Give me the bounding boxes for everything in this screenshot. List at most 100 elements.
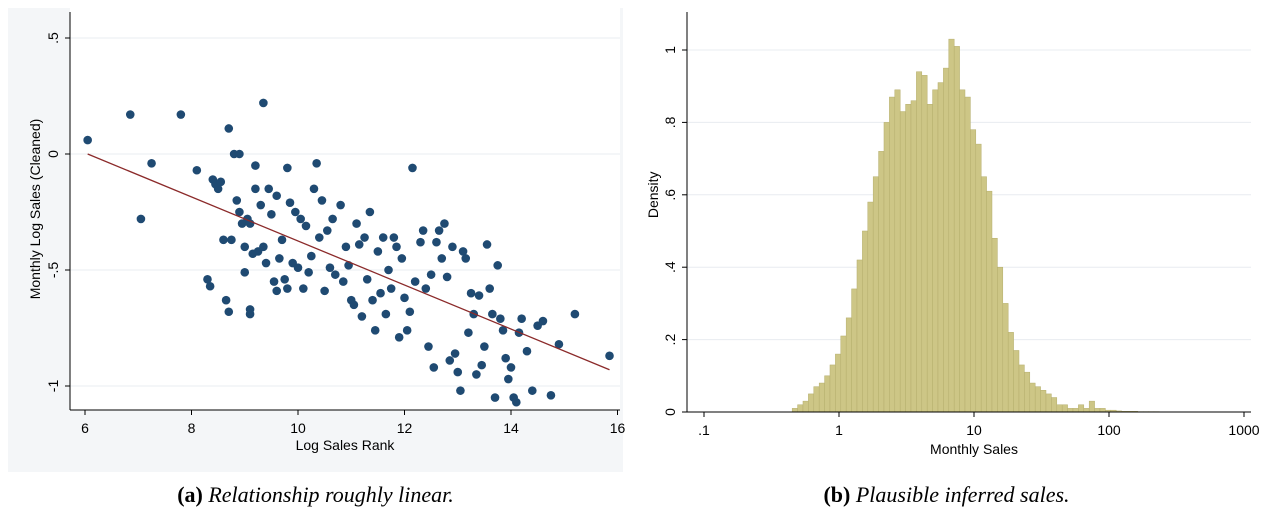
histogram-bar — [802, 400, 809, 413]
histogram-bar — [851, 288, 858, 413]
data-point — [275, 254, 284, 263]
data-point — [338, 277, 348, 286]
data-point — [376, 288, 385, 298]
data-point — [283, 163, 292, 173]
histogram-bar — [959, 89, 966, 413]
histogram-bar — [1072, 408, 1079, 413]
data-point — [349, 300, 359, 310]
data-point — [490, 393, 500, 402]
data-point — [528, 386, 537, 395]
histogram-bar — [943, 67, 950, 413]
data-point — [309, 184, 319, 194]
data-point — [448, 242, 457, 252]
data-point — [493, 261, 502, 270]
histogram-bar — [1045, 393, 1052, 413]
data-point — [269, 277, 279, 286]
data-point — [235, 207, 244, 217]
y-tick-label: 0 — [45, 150, 61, 158]
data-point — [461, 254, 471, 263]
histogram-bar — [916, 71, 923, 413]
data-point — [477, 360, 487, 370]
y-tick-label: 0 — [662, 408, 678, 416]
histogram-bar — [1099, 408, 1106, 413]
data-point — [304, 268, 313, 277]
data-point — [259, 242, 268, 252]
histogram-bar — [910, 100, 917, 413]
data-point — [277, 235, 287, 245]
data-point — [216, 177, 226, 187]
data-point — [280, 274, 289, 284]
data-point — [240, 242, 250, 252]
data-point — [432, 237, 441, 247]
caption-b-text: Plausible inferred sales. — [855, 482, 1070, 507]
y-tick-label: .5 — [45, 32, 61, 44]
data-point — [400, 293, 409, 303]
data-point — [394, 332, 404, 342]
panel-a: .5 0 -.5 -1 6 8 10 12 14 16 Log Sales Rank Monthly … — [8, 8, 625, 507]
histogram-bar — [899, 111, 906, 413]
histogram-bar — [797, 404, 804, 413]
data-point — [352, 219, 361, 228]
x-tick-label: .1 — [698, 422, 710, 438]
data-point — [464, 328, 473, 337]
data-point — [251, 184, 260, 194]
data-point — [418, 226, 428, 235]
x-tick-label: 14 — [503, 420, 519, 436]
data-point — [408, 163, 417, 173]
data-point — [301, 221, 311, 231]
data-point — [264, 184, 274, 194]
data-point — [488, 309, 497, 319]
histogram-bar — [905, 104, 912, 413]
data-point — [512, 397, 521, 407]
data-point — [605, 351, 614, 361]
x-axis-label: Log Sales Rank — [296, 437, 396, 453]
data-point — [392, 242, 401, 252]
y-tick-label: 1 — [662, 46, 678, 54]
data-point — [426, 270, 436, 279]
histogram-bar — [883, 122, 890, 413]
data-point — [365, 207, 375, 217]
data-point — [450, 349, 460, 358]
histogram-bar — [970, 129, 977, 413]
histogram-bar — [986, 190, 993, 413]
data-point — [293, 263, 303, 272]
data-point — [205, 281, 215, 291]
caption-b-label: (b) — [823, 482, 851, 507]
histogram-bar — [808, 393, 815, 413]
data-point — [272, 191, 282, 201]
data-point — [482, 240, 492, 249]
y-tick-label: .4 — [662, 261, 678, 273]
histogram-bar — [980, 176, 987, 413]
histogram-bar — [937, 82, 944, 413]
histogram-bar — [1013, 350, 1020, 413]
data-point — [251, 161, 260, 170]
data-point — [322, 226, 332, 235]
histogram-bar — [791, 408, 798, 413]
data-point — [296, 214, 305, 224]
data-point — [386, 284, 396, 293]
x-tick-label: 1 — [835, 422, 843, 438]
data-point — [474, 291, 484, 300]
data-point — [498, 326, 508, 335]
y-axis-label: Monthly Log Sales (Cleaned) — [27, 119, 43, 300]
data-point — [227, 235, 236, 245]
data-point — [224, 124, 234, 133]
x-tick-label: 12 — [397, 420, 413, 436]
histogram-bar — [1040, 390, 1047, 413]
histogram-bar — [1094, 408, 1101, 413]
data-point — [546, 390, 556, 400]
histogram-bar — [1018, 364, 1025, 413]
data-point — [136, 214, 146, 224]
data-point — [360, 233, 369, 242]
data-point — [538, 316, 548, 326]
data-point — [445, 356, 455, 365]
data-point — [336, 200, 345, 210]
data-point — [330, 270, 340, 279]
data-point — [245, 309, 255, 319]
histogram-bar — [894, 89, 901, 413]
data-point — [421, 284, 431, 293]
data-point — [299, 284, 308, 293]
data-point — [312, 158, 321, 168]
data-point — [232, 196, 242, 205]
data-point — [424, 342, 433, 351]
